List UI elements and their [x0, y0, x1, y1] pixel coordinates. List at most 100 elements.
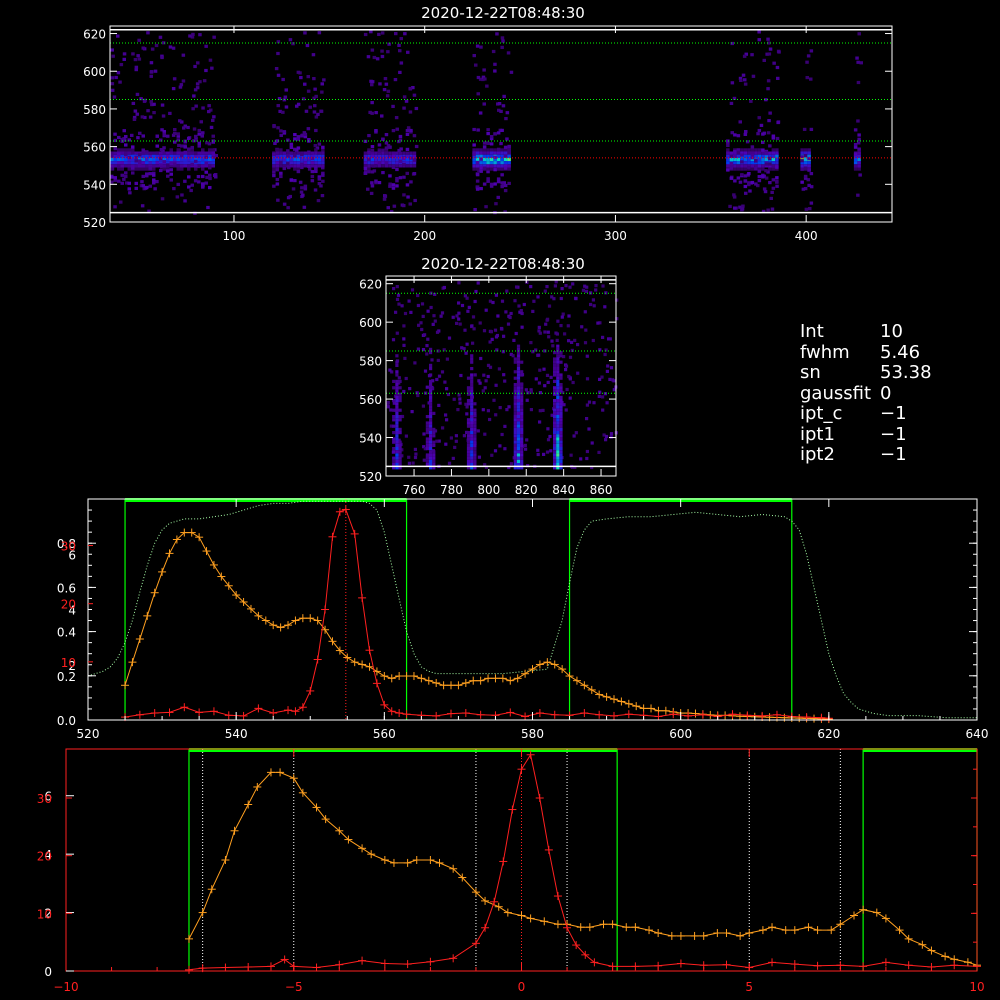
spread-cell [367, 150, 371, 154]
noise-cell [772, 61, 776, 65]
spread-cell [507, 181, 511, 185]
spread-cell [402, 163, 406, 167]
data-point [813, 961, 822, 970]
noise-cell [537, 325, 541, 329]
series-orange-line [124, 532, 829, 720]
spread-cell [472, 152, 476, 156]
band-cell [272, 164, 276, 168]
spread-cell [208, 173, 212, 177]
band-cell [775, 151, 779, 155]
column-cell [470, 456, 474, 460]
noise-cell [312, 77, 316, 81]
column-cell [516, 443, 521, 447]
band-cell [374, 161, 378, 165]
column-cell [432, 431, 436, 435]
noise-cell [492, 398, 496, 402]
column-cell [513, 392, 517, 396]
noise-cell [366, 187, 370, 191]
noise-cell [437, 439, 441, 443]
noise-cell [538, 368, 542, 372]
band-cell [310, 154, 315, 158]
column-cell [559, 389, 563, 393]
band-cell [409, 154, 413, 158]
noise-cell [186, 125, 190, 130]
band-cell [117, 167, 121, 171]
data-point [521, 669, 530, 678]
spread-cell [286, 154, 290, 158]
noise-cell [440, 370, 445, 374]
series-red-line [124, 508, 829, 719]
column-cell [473, 418, 477, 422]
column-cell [395, 402, 399, 406]
data-point [498, 674, 507, 683]
noise-cell [502, 181, 506, 185]
column-cell [432, 450, 436, 454]
spectrum-bottom-dotted-lines [202, 749, 841, 971]
data-point [276, 768, 285, 777]
data-point [850, 911, 859, 920]
spread-cell [303, 187, 308, 191]
spread-cell [405, 129, 410, 133]
column-cell [398, 463, 402, 467]
noise-cell [198, 33, 202, 37]
noise-cell [542, 452, 546, 456]
noise-cell [303, 31, 307, 35]
noise-cell [132, 117, 137, 121]
column-cell [559, 453, 563, 457]
noise-cell [451, 456, 455, 460]
column-cell [466, 466, 471, 470]
column-cell [520, 459, 524, 463]
data-point [280, 955, 289, 964]
noise-cell [467, 305, 471, 309]
column-cell [513, 402, 517, 406]
noise-cell [476, 92, 480, 96]
column-cell [392, 450, 396, 454]
band-cell [482, 157, 487, 162]
noise-cell [204, 68, 208, 73]
band-cell [211, 161, 215, 165]
data-point [743, 711, 752, 720]
column-cell [520, 411, 524, 415]
noise-cell [523, 443, 527, 447]
y-tick-label-white: 0.2 [57, 670, 76, 684]
column-cell [398, 418, 402, 422]
column-cell [470, 450, 474, 454]
band-cell [204, 157, 208, 162]
band-cell [800, 161, 804, 165]
y-tick-label-red: 30 [37, 792, 52, 806]
data-point [836, 920, 845, 929]
column-cell [470, 411, 474, 415]
noise-cell [545, 318, 549, 322]
emission-column [425, 347, 436, 470]
column-cell [556, 440, 560, 444]
noise-cell [489, 330, 493, 334]
band-cell [370, 161, 375, 165]
band-cell [374, 164, 378, 168]
data-point [269, 621, 278, 630]
column-cell [516, 466, 521, 470]
column-cell [516, 418, 521, 422]
noise-cell [458, 401, 462, 405]
data-point [624, 710, 633, 719]
column-cell [556, 363, 560, 367]
column-cell [556, 408, 560, 412]
band-cell [733, 161, 737, 165]
data-point [253, 782, 262, 791]
noise-cell [110, 167, 115, 171]
noise-cell [517, 304, 521, 308]
band-cell [405, 151, 410, 155]
spread-cell [180, 154, 184, 158]
band-cell [757, 148, 762, 152]
spread-cell [507, 148, 511, 152]
band-cell [363, 151, 368, 155]
band-cell [507, 157, 511, 162]
column-cell [520, 440, 524, 444]
noise-cell [592, 304, 596, 308]
column-cell [392, 431, 396, 435]
spread-cell [286, 162, 290, 166]
noise-cell [400, 304, 404, 308]
column-cell [395, 354, 399, 358]
column-cell [513, 463, 517, 467]
spread-cell [771, 164, 776, 168]
series-orange-line [188, 771, 978, 966]
